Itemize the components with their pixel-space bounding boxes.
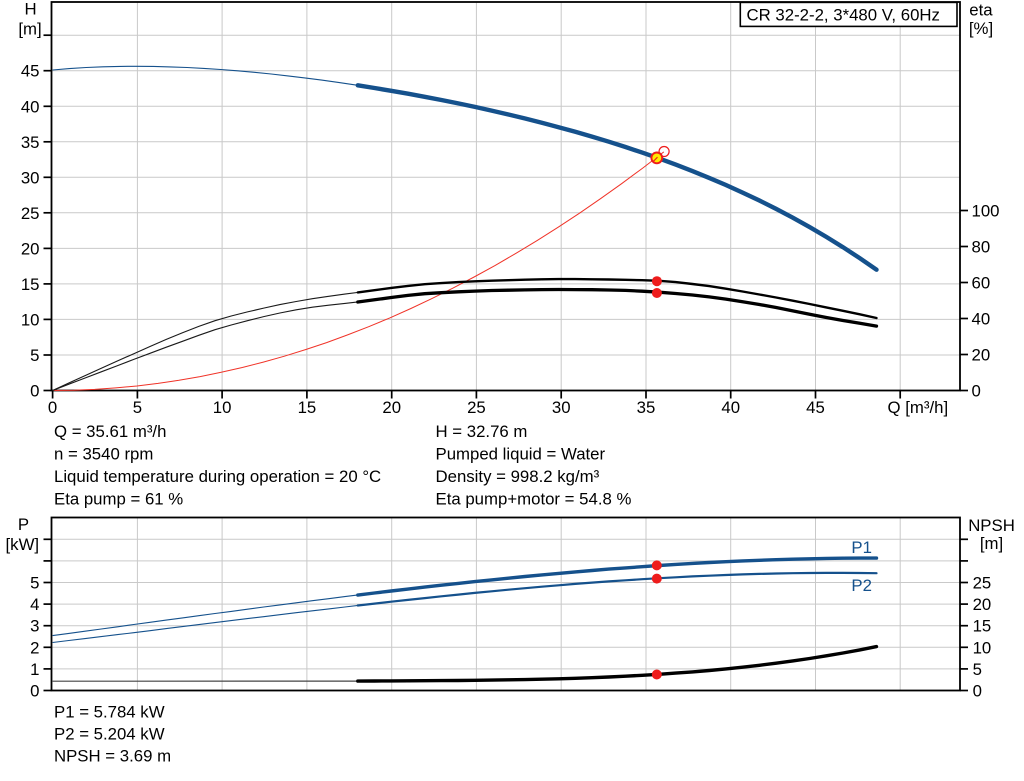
- svg-text:P1 = 5.784 kW: P1 = 5.784 kW: [54, 702, 165, 721]
- svg-text:[m]: [m]: [980, 534, 1003, 553]
- svg-text:NPSH: NPSH: [968, 516, 1015, 535]
- svg-text:Eta pump = 61 %: Eta pump = 61 %: [54, 489, 183, 508]
- svg-text:Q = 35.61 m³/h: Q = 35.61 m³/h: [54, 422, 166, 441]
- svg-text:20: 20: [21, 239, 40, 258]
- svg-text:n = 3540 rpm: n = 3540 rpm: [54, 444, 153, 463]
- svg-text:P2 = 5.204 kW: P2 = 5.204 kW: [54, 724, 165, 743]
- svg-text:15: 15: [21, 275, 40, 294]
- svg-text:5: 5: [30, 346, 39, 365]
- svg-text:15: 15: [973, 617, 992, 636]
- svg-text:0: 0: [48, 398, 57, 417]
- svg-text:20: 20: [972, 346, 991, 365]
- svg-text:Density = 998.2 kg/m³: Density = 998.2 kg/m³: [436, 467, 600, 486]
- svg-text:25: 25: [21, 204, 40, 223]
- svg-text:Pumped liquid = Water: Pumped liquid = Water: [436, 444, 606, 463]
- svg-text:100: 100: [972, 202, 1000, 221]
- svg-text:20: 20: [973, 595, 992, 614]
- svg-text:30: 30: [21, 168, 40, 187]
- svg-text:0: 0: [30, 382, 39, 401]
- svg-text:40: 40: [972, 310, 991, 329]
- svg-text:40: 40: [21, 97, 40, 116]
- svg-text:Q [m³/h]: Q [m³/h]: [888, 398, 949, 417]
- svg-text:45: 45: [21, 62, 40, 81]
- svg-text:[m]: [m]: [18, 20, 41, 39]
- svg-text:5: 5: [973, 660, 982, 679]
- svg-text:45: 45: [806, 398, 825, 417]
- svg-text:4: 4: [30, 595, 39, 614]
- svg-text:30: 30: [552, 398, 571, 417]
- svg-text:10: 10: [213, 398, 232, 417]
- svg-text:35: 35: [21, 133, 40, 152]
- svg-text:H = 32.76 m: H = 32.76 m: [436, 422, 528, 441]
- svg-text:25: 25: [467, 398, 486, 417]
- svg-text:0: 0: [972, 382, 981, 401]
- svg-text:5: 5: [30, 574, 39, 593]
- svg-text:[kW]: [kW]: [6, 535, 40, 554]
- svg-text:P1: P1: [851, 538, 872, 557]
- svg-text:80: 80: [972, 238, 991, 257]
- svg-text:2: 2: [30, 638, 39, 657]
- svg-text:20: 20: [382, 398, 401, 417]
- svg-text:P2: P2: [851, 576, 872, 595]
- svg-text:15: 15: [298, 398, 317, 417]
- svg-text:[%]: [%]: [969, 19, 993, 38]
- svg-text:5: 5: [133, 398, 142, 417]
- svg-text:1: 1: [30, 660, 39, 679]
- svg-text:Eta pump+motor = 54.8 %: Eta pump+motor = 54.8 %: [436, 489, 632, 508]
- svg-text:0: 0: [973, 682, 982, 701]
- svg-text:60: 60: [972, 274, 991, 293]
- svg-text:10: 10: [21, 310, 40, 329]
- svg-text:NPSH = 3.69 m: NPSH = 3.69 m: [54, 746, 171, 765]
- svg-text:H: H: [24, 0, 36, 19]
- svg-text:Liquid temperature during oper: Liquid temperature during operation = 20…: [54, 467, 381, 486]
- svg-text:P: P: [18, 515, 29, 534]
- svg-text:10: 10: [973, 638, 992, 657]
- svg-text:0: 0: [30, 682, 39, 701]
- svg-text:35: 35: [637, 398, 656, 417]
- svg-text:CR 32-2-2, 3*480 V, 60Hz: CR 32-2-2, 3*480 V, 60Hz: [747, 6, 940, 25]
- svg-text:eta: eta: [969, 0, 993, 19]
- svg-text:40: 40: [721, 398, 740, 417]
- svg-text:3: 3: [30, 617, 39, 636]
- svg-text:25: 25: [973, 574, 992, 593]
